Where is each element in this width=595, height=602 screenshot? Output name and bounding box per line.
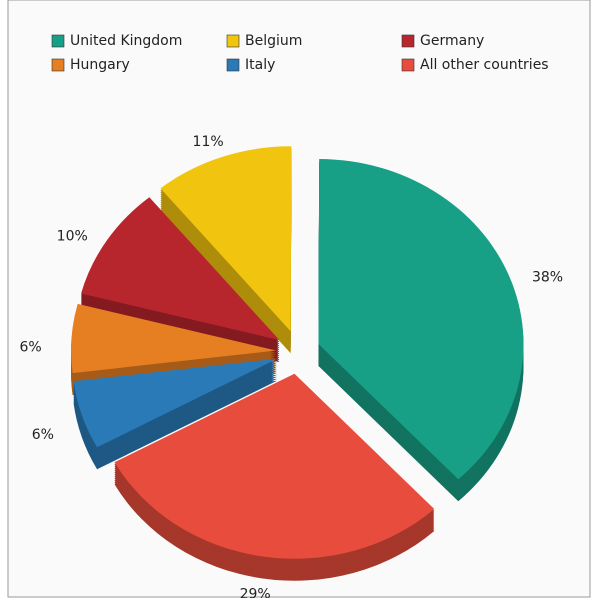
legend-label: All other countries (420, 57, 549, 73)
slice (73, 358, 278, 448)
legend-label: United Kingdom (70, 33, 182, 49)
legend-swatch (51, 58, 65, 72)
slice (71, 303, 277, 374)
legend-label: Belgium (245, 33, 302, 49)
legend-label: Hungary (70, 57, 130, 73)
data-label: 6% (32, 427, 54, 443)
legend-swatch (51, 34, 65, 48)
slice (114, 373, 435, 559)
legend-swatch (401, 58, 415, 72)
data-label: 29% (240, 587, 271, 598)
slice (160, 146, 292, 332)
data-label: 38% (532, 269, 563, 285)
data-label: 6% (19, 339, 41, 355)
slice (318, 158, 524, 480)
data-label: 10% (57, 229, 88, 245)
legend-swatch (226, 58, 240, 72)
legend-label: Germany (420, 33, 484, 49)
slice (81, 197, 280, 341)
legend-swatch (401, 34, 415, 48)
legend-swatch (226, 34, 240, 48)
legend-label: Italy (245, 57, 275, 73)
data-label: 11% (193, 134, 224, 150)
